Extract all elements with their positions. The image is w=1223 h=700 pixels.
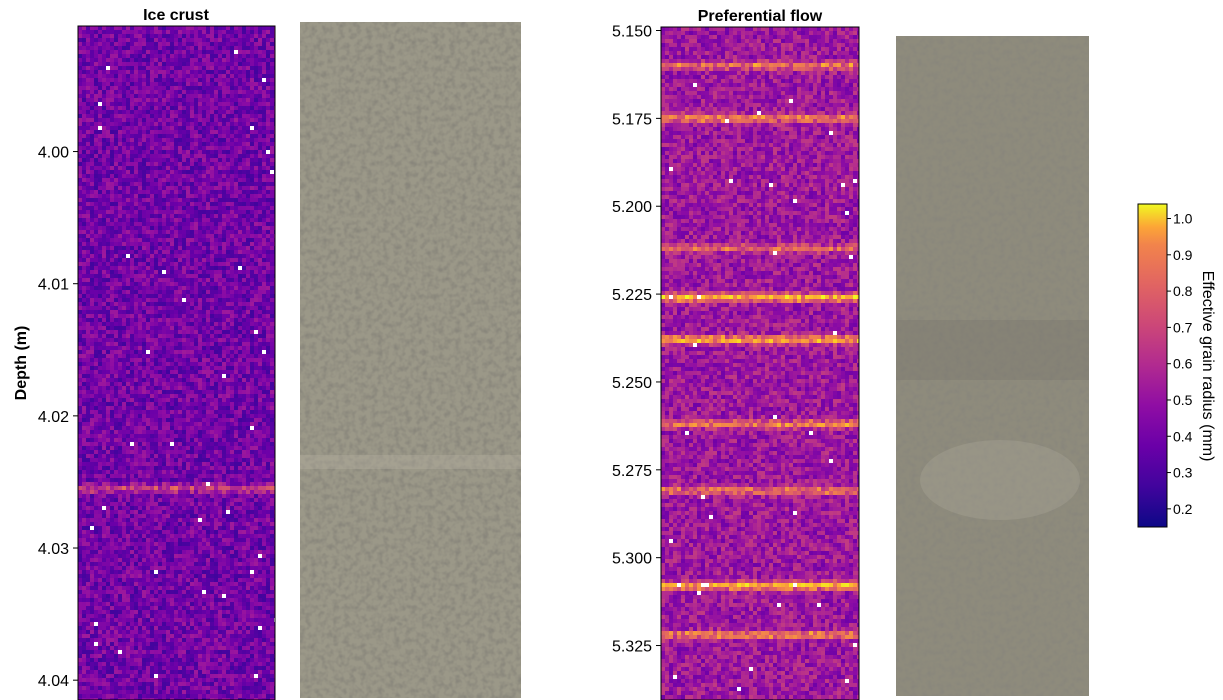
preferential-flow-depth-tick-label: 5.325 — [612, 639, 652, 656]
ice-crust-depth-tick-label: 4.02 — [38, 409, 69, 426]
panel-title-preferential-flow: Preferential flow — [698, 8, 823, 25]
preferential-flow-photo — [896, 36, 1089, 696]
ice-crust-frame — [77, 25, 276, 700]
colorbar-tick-label: 0.2 — [1173, 501, 1193, 517]
ice-crust-photo — [300, 22, 521, 698]
preferential-flow-depth-tick-label: 5.250 — [612, 375, 652, 392]
preferential-flow-depth-tick-label: 5.300 — [612, 551, 652, 568]
colorbar-tick-label: 0.6 — [1173, 356, 1193, 372]
preferential-flow-depth-tick-label: 5.175 — [612, 111, 652, 128]
colorbar — [1137, 203, 1168, 528]
colorbar-tick-label: 0.3 — [1173, 465, 1193, 481]
preferential-flow-depth-tick-label: 5.150 — [612, 24, 652, 41]
colorbar-tick-label: 0.9 — [1173, 247, 1193, 263]
depth-axis-label: Depth (m) — [13, 326, 30, 401]
preferential-flow-depth-tick-label: 5.225 — [612, 287, 652, 304]
preferential-flow-depth-tick-label: 5.200 — [612, 199, 652, 216]
colorbar-tick-label: 0.4 — [1173, 428, 1193, 444]
colorbar-ticks: 0.2 0.3 0.4 0.5 0.6 0.7 0.8 0.9 1.0 — [1167, 211, 1193, 517]
preferential-flow-heatmap — [661, 27, 859, 700]
ice-crust-heatmap — [78, 26, 275, 700]
ice-crust-depth-tick-label: 4.04 — [38, 673, 69, 690]
ice-crust-depth-tick-label: 4.03 — [38, 541, 69, 558]
ice-crust-depth-ticks: 4.00 4.01 4.02 4.03 4.04 — [38, 145, 78, 690]
colorbar-tick-label: 0.8 — [1173, 283, 1193, 299]
preferential-flow-depth-tick-label: 5.275 — [612, 463, 652, 480]
colorbar-label: Effective grain radius (mm) — [1199, 271, 1216, 462]
colorbar-tick-label: 0.5 — [1173, 392, 1193, 408]
colorbar-tick-label: 1.0 — [1173, 211, 1193, 227]
colorbar-tick-label: 0.7 — [1173, 319, 1193, 335]
preferential-flow-frame — [660, 26, 860, 700]
panel-title-ice-crust: Ice crust — [143, 7, 209, 24]
ice-crust-depth-tick-label: 4.00 — [38, 145, 69, 162]
preferential-flow-depth-ticks: 5.150 5.175 5.200 5.225 5.250 5.275 5.300 5.325 — [612, 24, 661, 656]
ice-crust-depth-tick-label: 4.01 — [38, 277, 69, 294]
